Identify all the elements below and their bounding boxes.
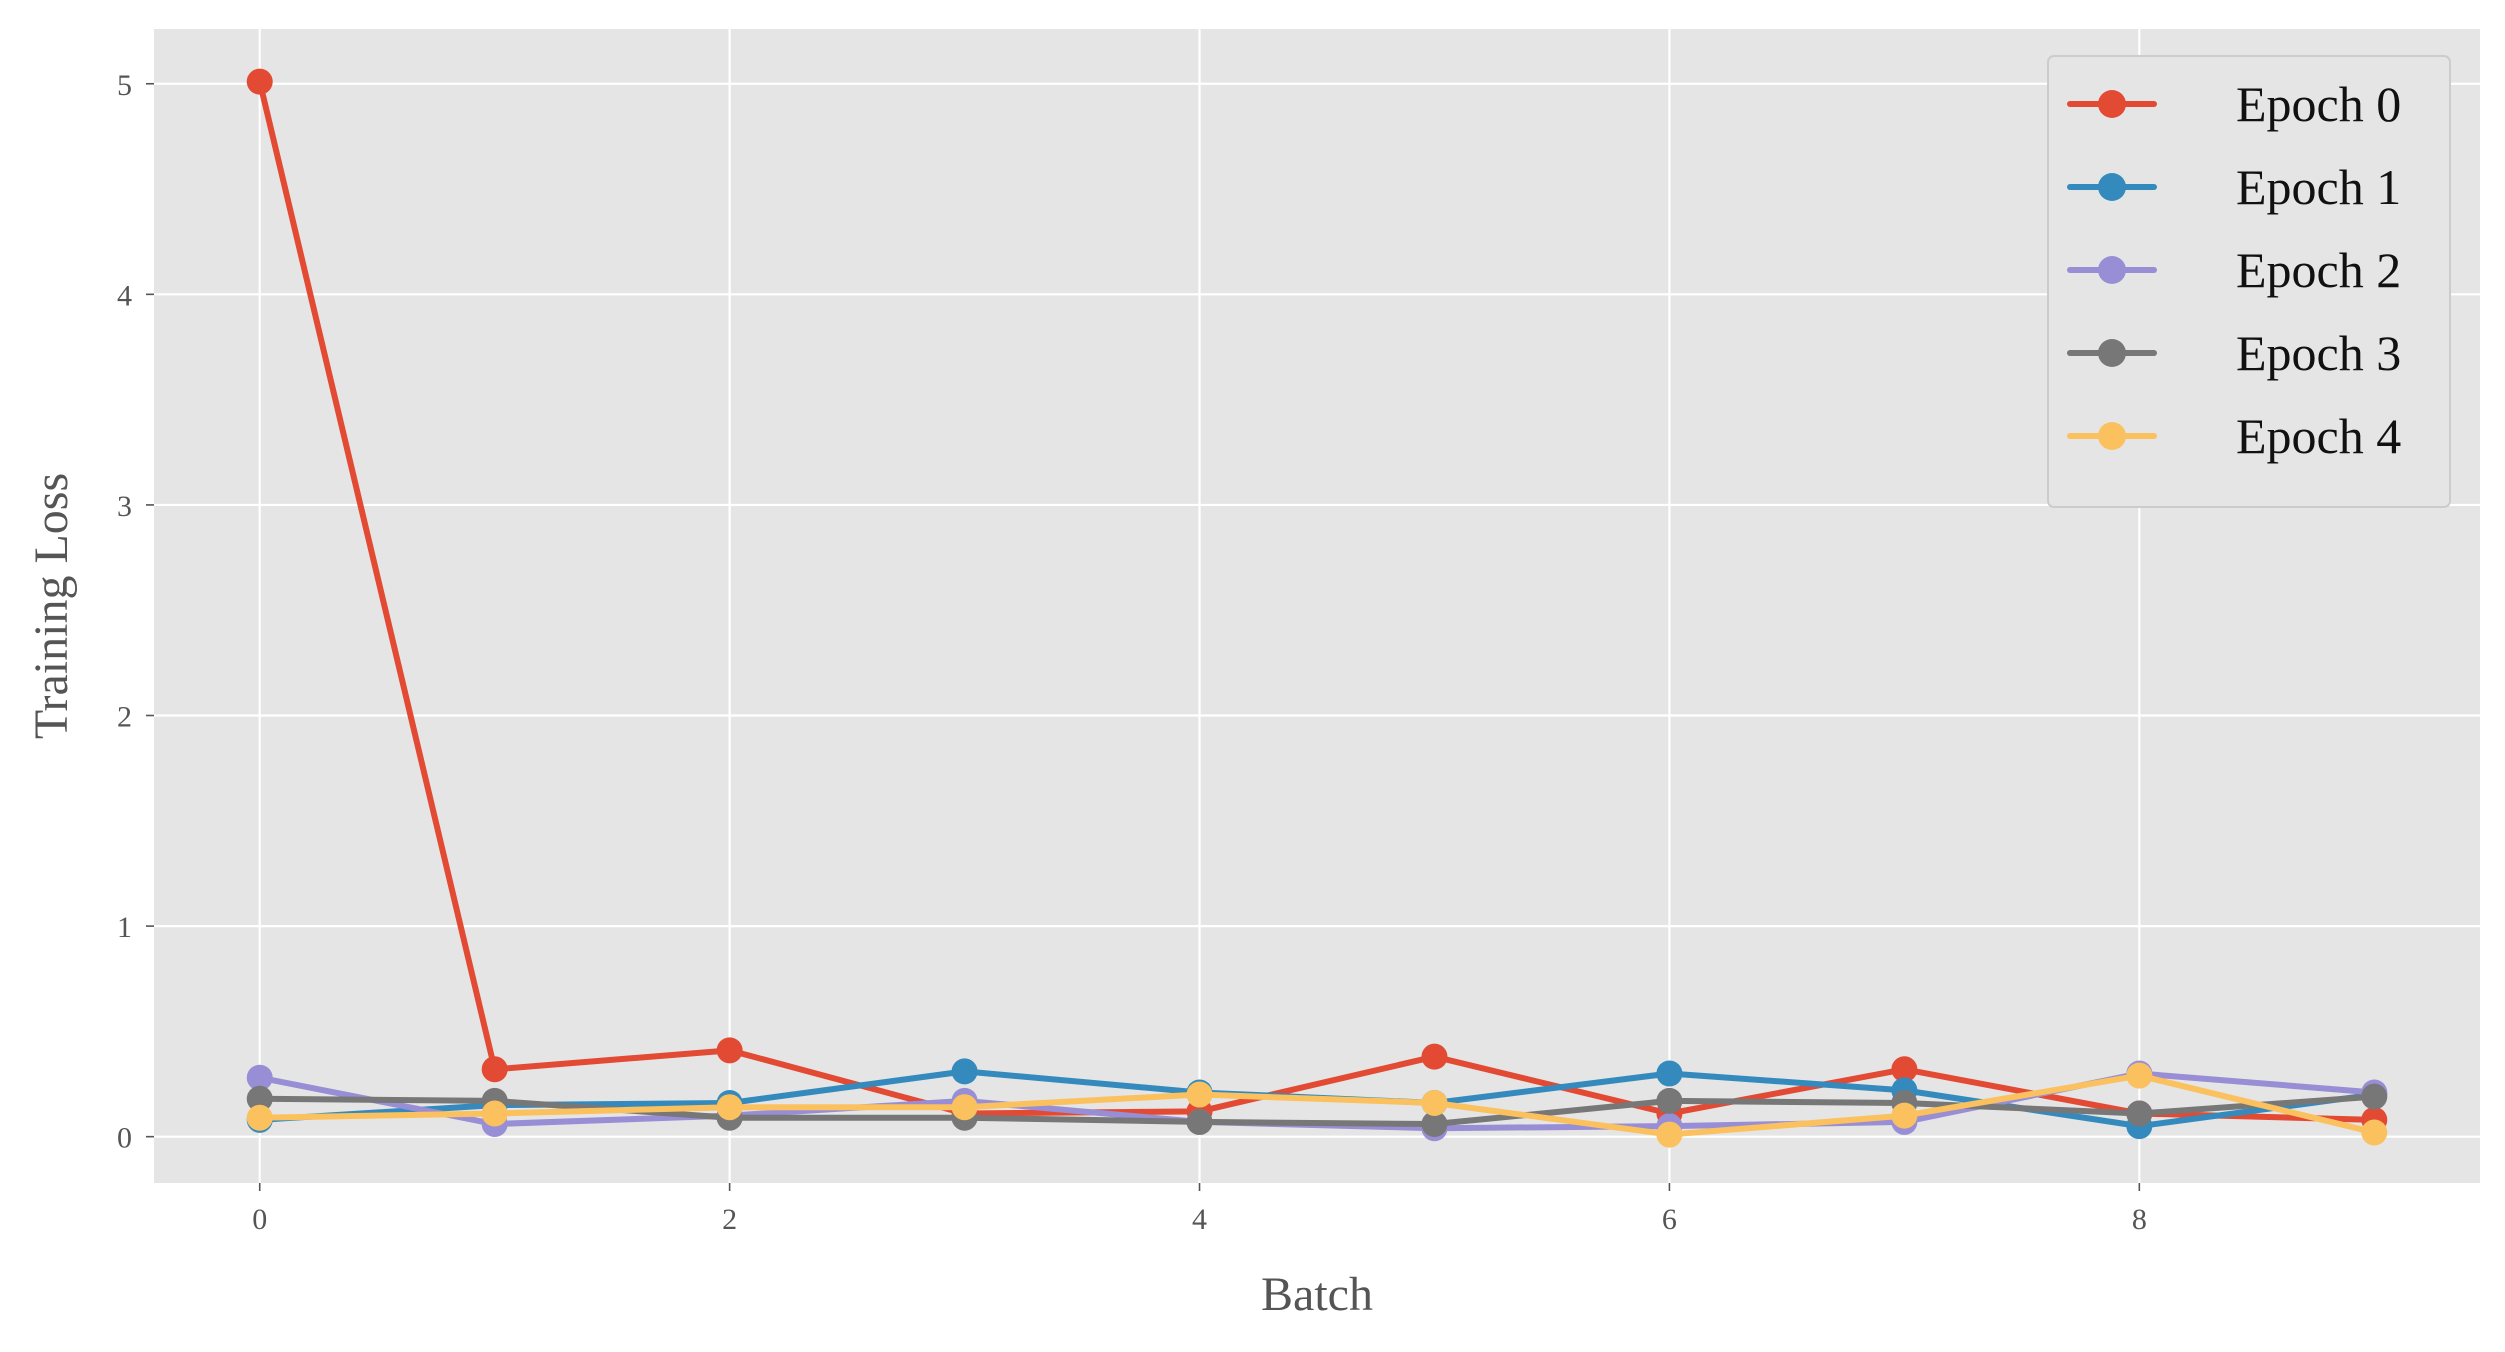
legend-item: Epoch 1 xyxy=(2067,159,2401,215)
data-point xyxy=(246,1104,273,1131)
y-tick-label: 3 xyxy=(117,490,132,523)
y-axis-label: Training Loss xyxy=(25,473,78,739)
data-point xyxy=(1421,1089,1448,1116)
axis-ticks: 0 2 4 6 8 0 1 2 3 4 5 xyxy=(117,69,2147,1236)
x-tick-label: 2 xyxy=(722,1203,737,1236)
data-point xyxy=(1421,1043,1448,1070)
x-tick-label: 4 xyxy=(1192,1203,1207,1236)
data-point xyxy=(1656,1087,1683,1114)
data-point xyxy=(481,1100,508,1127)
data-point xyxy=(716,1037,743,1064)
data-point xyxy=(716,1094,743,1121)
data-point xyxy=(2126,1100,2153,1127)
legend-item: Epoch 2 xyxy=(2067,242,2401,298)
x-tick-label: 6 xyxy=(1662,1203,1677,1236)
y-tick-label: 2 xyxy=(117,701,132,734)
x-axis-label: Batch xyxy=(1261,1268,1373,1321)
series-lines xyxy=(246,68,2388,1148)
y-tick-label: 1 xyxy=(117,911,132,944)
legend-label: Epoch 2 xyxy=(2236,242,2401,298)
legend-marker xyxy=(2098,90,2126,118)
legend-marker xyxy=(2098,173,2126,201)
data-point xyxy=(2361,1119,2388,1146)
data-point xyxy=(1891,1056,1918,1083)
legend-label: Epoch 0 xyxy=(2236,76,2401,132)
data-point xyxy=(1656,1121,1683,1148)
legend-item: Epoch 3 xyxy=(2067,325,2401,381)
legend-marker xyxy=(2098,422,2126,450)
legend-marker xyxy=(2098,339,2126,367)
x-tick-label: 8 xyxy=(2132,1203,2147,1236)
y-tick-label: 4 xyxy=(117,279,132,312)
series-line xyxy=(256,1072,2378,1138)
legend-item: Epoch 0 xyxy=(2067,76,2401,132)
y-tick-label: 5 xyxy=(117,69,132,102)
series-epoch-4 xyxy=(246,1062,2388,1148)
data-point xyxy=(246,68,273,95)
data-point xyxy=(951,1094,978,1121)
legend-label: Epoch 3 xyxy=(2236,325,2401,381)
legend-label: Epoch 4 xyxy=(2236,408,2401,464)
data-point xyxy=(246,1085,273,1112)
series-line xyxy=(256,78,2378,1123)
data-point xyxy=(246,1064,273,1091)
legend-label: Epoch 1 xyxy=(2236,159,2401,215)
data-point xyxy=(2126,1062,2153,1089)
data-point xyxy=(1891,1102,1918,1129)
x-tick-label: 0 xyxy=(252,1203,267,1236)
legend-item: Epoch 4 xyxy=(2067,408,2401,464)
legend-marker xyxy=(2098,256,2126,284)
data-point xyxy=(1656,1060,1683,1087)
data-point xyxy=(2361,1083,2388,1110)
data-point xyxy=(1421,1111,1448,1138)
data-point xyxy=(951,1058,978,1085)
data-point xyxy=(481,1056,508,1083)
y-tick-label: 0 xyxy=(117,1122,132,1155)
data-point xyxy=(1186,1081,1213,1108)
data-point xyxy=(1186,1108,1213,1135)
legend: Epoch 0 Epoch 1 Epoch 2 Epoch 3 Epoch 4 xyxy=(2047,55,2451,508)
legend-box xyxy=(2047,55,2451,508)
